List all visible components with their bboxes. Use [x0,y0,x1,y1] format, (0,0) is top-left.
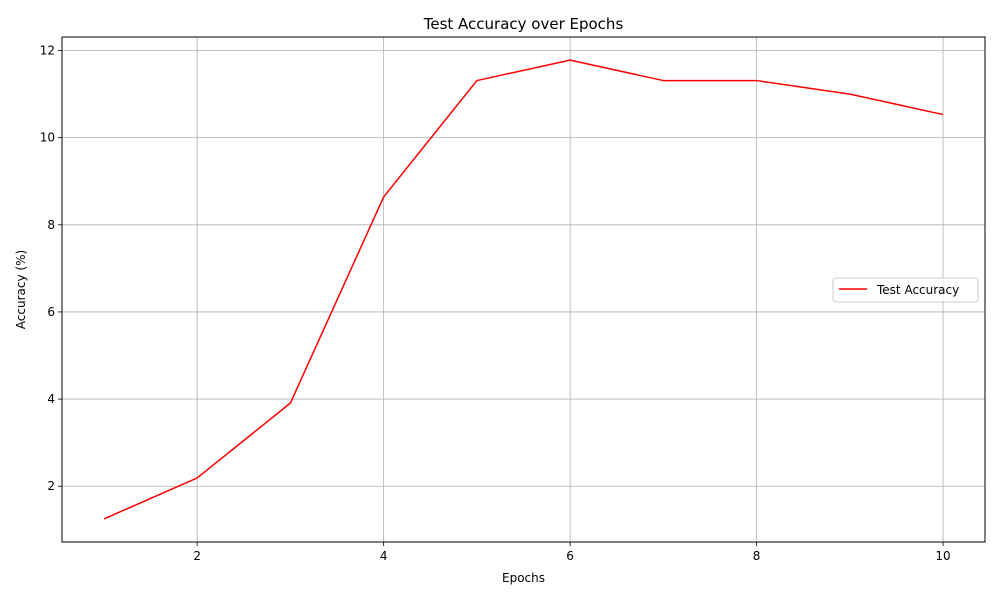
plot-frame [61,36,986,543]
legend-label: Test Accuracy [876,283,959,297]
y-tick-label: 2 [47,479,55,493]
x-axis-title: Epochs [502,571,545,585]
x-tick-label: 4 [380,549,388,563]
series-layer [103,59,944,520]
legend-box [832,277,979,303]
chart-title: Test Accuracy over Epochs [423,15,624,33]
y-tick-label: 10 [40,131,55,145]
y-axis-title: Accuracy (%) [14,250,28,329]
x-tick-label: 2 [193,549,201,563]
x-tick-label: 8 [753,549,761,563]
x-tick-label: 10 [935,549,950,563]
legend: Test Accuracy [832,277,979,303]
ticks: 2 4 6 8 10 2 4 6 8 10 12 [40,44,951,563]
series-line [103,59,944,520]
y-tick-label: 12 [40,44,55,58]
x-tick-label: 6 [566,549,574,563]
y-tick-label: 8 [47,218,55,232]
y-tick-label: 6 [47,305,55,319]
y-tick-label: 4 [47,392,55,406]
